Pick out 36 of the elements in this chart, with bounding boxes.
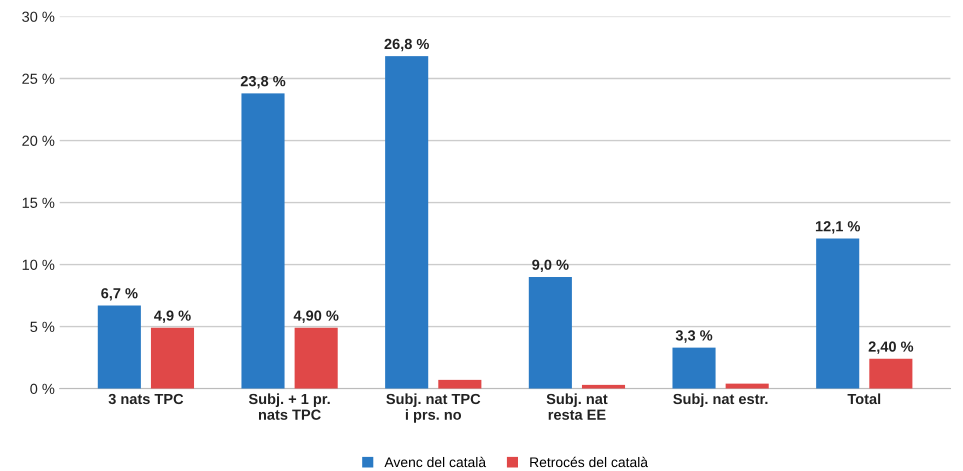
bar: [672, 348, 716, 389]
data-label: 6,7 %: [101, 288, 138, 301]
bar: [816, 238, 860, 389]
x-tick-label: Subj. nat estr.: [673, 393, 768, 408]
y-tick-label: 25 %: [22, 74, 54, 84]
bar: [528, 276, 572, 389]
y-tick-label: 0 %: [30, 384, 54, 394]
bar: [726, 384, 769, 389]
bar: [582, 384, 626, 389]
data-label: 2,40 %: [868, 341, 914, 354]
y-tick-label: 15 %: [22, 198, 54, 208]
x-tick-label: Subj. nat resta EE: [546, 393, 608, 420]
x-tick-label: Subj. nat TPC i prs. no: [386, 393, 480, 423]
x-tick-label: Total: [848, 393, 880, 404]
data-label: 4,90 %: [294, 310, 338, 323]
data-label: 12,1 %: [816, 221, 860, 234]
bar: [294, 328, 338, 389]
data-label: 4,9 %: [154, 310, 191, 323]
y-tick-label: 20 %: [22, 136, 54, 146]
x-tick-label: 3 nats TPC: [108, 394, 184, 404]
bar: [241, 93, 285, 389]
data-label: 3,3 %: [676, 330, 712, 343]
legend-label: Retrocés del català: [530, 456, 648, 468]
data-label: 9,0 %: [532, 260, 569, 272]
bar: [385, 56, 428, 389]
data-label: 26,8 %: [384, 38, 429, 52]
bar: [98, 305, 141, 389]
legend-label: Avenc del català: [384, 456, 486, 468]
y-tick-label: 30 %: [22, 12, 54, 22]
data-label: 23,8 %: [240, 76, 286, 88]
bar: [869, 358, 912, 389]
x-tick-label: Subj. + 1 pr. nats TPC: [248, 393, 330, 420]
bar: [150, 328, 194, 389]
y-tick-label: 10 %: [22, 260, 54, 270]
y-tick-label: 5 %: [30, 322, 54, 332]
bar: [438, 380, 482, 389]
